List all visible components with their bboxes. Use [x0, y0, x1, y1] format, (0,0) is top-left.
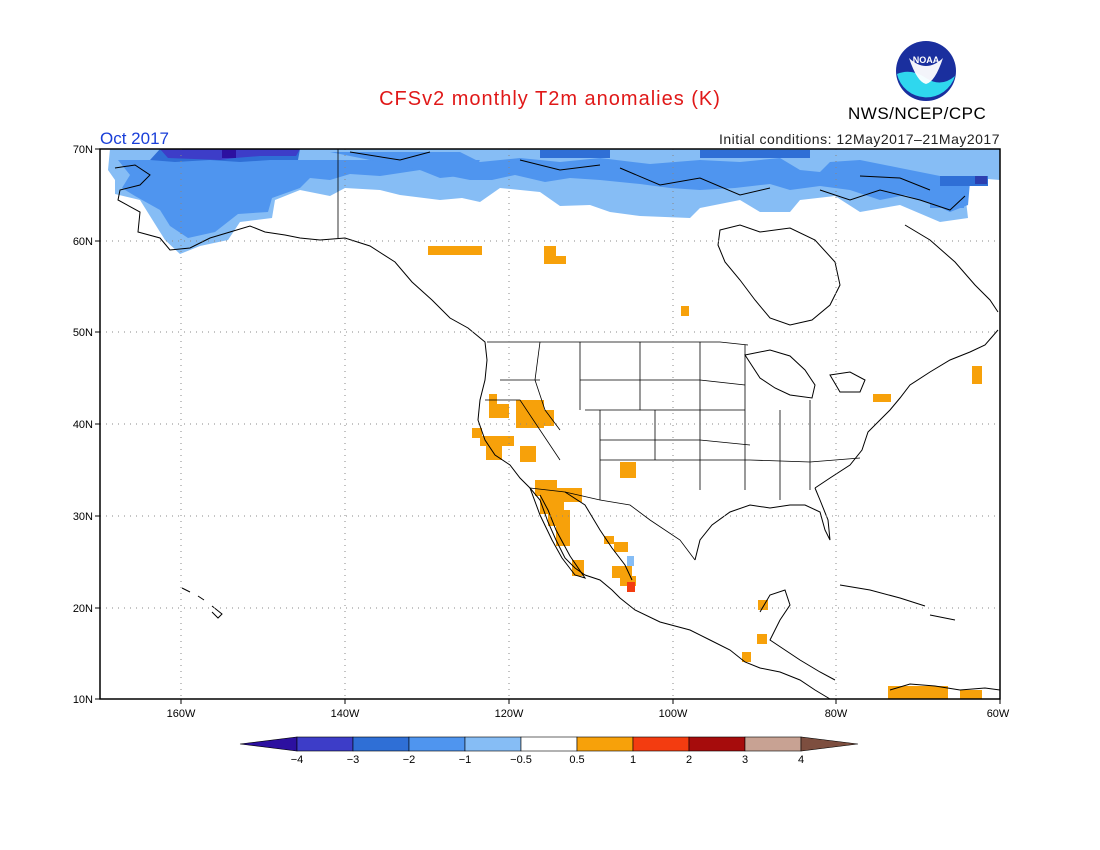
- colorbar-min-arrow: [239, 736, 298, 752]
- lat-label: 30N: [73, 511, 93, 523]
- lon-label: 80W: [825, 708, 848, 720]
- colorbar-label: −3: [347, 754, 360, 766]
- coastlines: [114, 151, 1001, 700]
- colorbar-label: −0.5: [510, 754, 532, 766]
- lat-label: 20N: [73, 603, 93, 615]
- colorbar-label: −2: [403, 754, 416, 766]
- colorbar-segment: [464, 736, 522, 752]
- lon-label: 140W: [331, 708, 360, 720]
- colorbar-label: 3: [742, 754, 748, 766]
- agency-label: NWS/NCEP/CPC: [848, 104, 987, 123]
- colorbar-label: 0.5: [569, 754, 584, 766]
- colorbar-segment: [632, 736, 690, 752]
- colorbar-segment: [744, 736, 802, 752]
- colorbar-max-arrow: [800, 736, 859, 752]
- colorbar-segment: [296, 736, 354, 752]
- graticule: [100, 149, 1000, 699]
- colorbar-segment: [520, 736, 578, 752]
- lat-label: 70N: [73, 144, 93, 156]
- colorbar: [239, 736, 859, 752]
- valid-month-label: Oct 2017: [100, 129, 169, 148]
- lon-label: 100W: [659, 708, 688, 720]
- lon-label: 160W: [167, 708, 196, 720]
- political-borders: [337, 149, 861, 561]
- colorbar-label: 4: [798, 754, 804, 766]
- cool-cell-mexico: [627, 556, 634, 566]
- strong-warm-cell: [627, 582, 635, 592]
- noaa-logo: NOAA: [896, 41, 956, 101]
- logo-text: NOAA: [913, 55, 940, 65]
- map-title: CFSv2 monthly T2m anomalies (K): [379, 88, 721, 110]
- lon-label: 120W: [495, 708, 524, 720]
- lon-label: 60W: [987, 708, 1010, 720]
- lat-label: 10N: [73, 694, 93, 706]
- lat-label: 50N: [73, 327, 93, 339]
- cold-anomaly-region: [108, 149, 1000, 254]
- warm-anomaly-region: [428, 246, 982, 699]
- colorbar-segment: [576, 736, 634, 752]
- lat-label: 40N: [73, 419, 93, 431]
- initial-conditions-label: Initial conditions: 12May2017–21May2017: [718, 131, 1000, 147]
- colorbar-segment: [352, 736, 410, 752]
- lat-label: 60N: [73, 236, 93, 248]
- colorbar-label: 1: [630, 754, 636, 766]
- colorbar-segment: [408, 736, 466, 752]
- colorbar-label: −4: [291, 754, 304, 766]
- colorbar-label: 2: [686, 754, 692, 766]
- colorbar-segment: [688, 736, 746, 752]
- colorbar-label: −1: [459, 754, 472, 766]
